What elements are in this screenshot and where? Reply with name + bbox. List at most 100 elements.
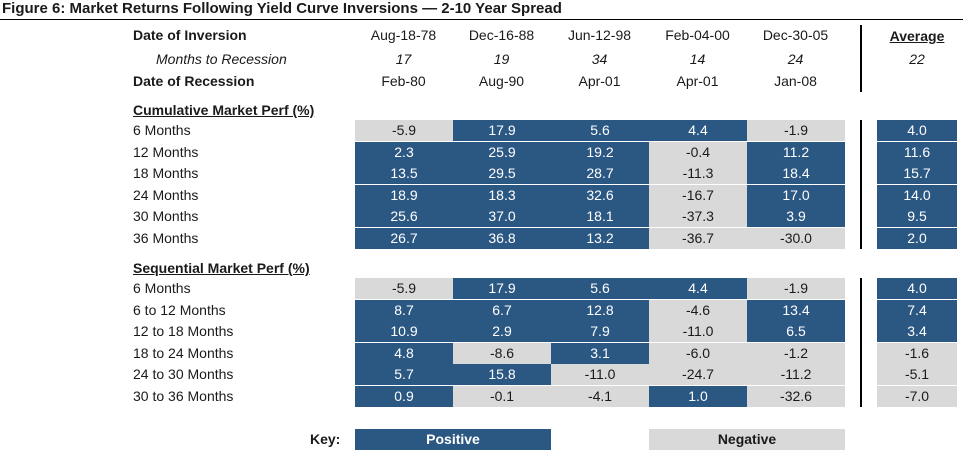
value-cell: -1.2 (747, 343, 845, 364)
value-cell: -5.9 (355, 278, 453, 299)
col-months-to-recession: 19 (493, 51, 510, 67)
value-cell: 3.9 (747, 206, 845, 227)
value-cell: -4.1 (551, 386, 649, 407)
col-inversion-date: Dec-30-05 (762, 27, 829, 43)
value-cell: 6.7 (453, 300, 551, 321)
value-cell: 4.8 (355, 343, 453, 364)
row-label: 24 to 30 Months (133, 366, 234, 382)
col-recession-date: Jan-08 (774, 73, 817, 89)
value-cell: -5.9 (355, 120, 453, 141)
value-cell: 18.9 (355, 185, 453, 206)
value-cell: 4.4 (649, 120, 747, 141)
row-label: 24 Months (133, 187, 199, 203)
value-cell: -8.6 (453, 343, 551, 364)
value-cell: 13.4 (747, 300, 845, 321)
value-cell: -1.9 (747, 120, 845, 141)
value-cell: 8.7 (355, 300, 453, 321)
row-label: 18 Months (133, 165, 199, 181)
average-cell: 4.0 (877, 278, 957, 299)
value-cell: 2.3 (355, 142, 453, 163)
average-cell: 4.0 (877, 120, 957, 141)
col-months-to-recession: 17 (395, 51, 412, 67)
value-cell: 7.9 (551, 321, 649, 342)
value-cell: 1.0 (649, 386, 747, 407)
col-months-to-recession: 14 (689, 51, 706, 67)
value-cell: 0.9 (355, 386, 453, 407)
value-cell: 13.2 (551, 228, 649, 249)
col-months-to-recession: 34 (591, 51, 608, 67)
row-label: 18 to 24 Months (133, 345, 234, 361)
value-cell: 15.8 (453, 364, 551, 385)
row-label: 30 Months (133, 208, 199, 224)
header-label-recession: Date of Recession (133, 73, 255, 89)
value-cell: 26.7 (355, 228, 453, 249)
value-cell: 18.4 (747, 163, 845, 184)
value-cell: 18.3 (453, 185, 551, 206)
value-cell: -11.0 (551, 364, 649, 385)
average-divider (860, 120, 862, 249)
average-cell: 3.4 (877, 321, 957, 342)
col-inversion-date: Dec-16-88 (468, 27, 535, 43)
value-cell: 28.7 (551, 163, 649, 184)
col-inversion-date: Jun-12-98 (567, 27, 632, 43)
key-label: Key: (310, 431, 341, 447)
average-cell: 14.0 (877, 185, 957, 206)
value-cell: 10.9 (355, 321, 453, 342)
value-cell: -11.3 (649, 163, 747, 184)
section-title-sequential: Sequential Market Perf (%) (133, 260, 310, 276)
average-cell: 7.4 (877, 300, 957, 321)
key-negative: Negative (649, 429, 845, 450)
value-cell: 17.0 (747, 185, 845, 206)
value-cell: -6.0 (649, 343, 747, 364)
key-positive: Positive (355, 429, 551, 450)
col-recession-date: Apr-01 (578, 73, 621, 89)
row-label: 12 Months (133, 144, 199, 160)
header-label-months: Months to Recession (156, 51, 287, 67)
col-months-to-recession: 24 (787, 51, 804, 67)
col-inversion-date: Aug-18-78 (370, 27, 437, 43)
average-months: 22 (909, 51, 925, 67)
row-label: 12 to 18 Months (133, 323, 234, 339)
section-title-cumulative: Cumulative Market Perf (%) (133, 102, 315, 118)
value-cell: 17.9 (453, 120, 551, 141)
value-cell: -11.2 (747, 364, 845, 385)
value-cell: 25.6 (355, 206, 453, 227)
value-cell: -37.3 (649, 206, 747, 227)
value-cell: -0.1 (453, 386, 551, 407)
col-recession-date: Feb-80 (381, 73, 426, 89)
value-cell: 5.7 (355, 364, 453, 385)
average-cell: 11.6 (877, 142, 957, 163)
value-cell: 25.9 (453, 142, 551, 163)
value-cell: 5.6 (551, 120, 649, 141)
average-cell: -5.1 (877, 364, 957, 385)
value-cell: 37.0 (453, 206, 551, 227)
value-cell: 2.9 (453, 321, 551, 342)
row-label: 6 Months (133, 280, 191, 296)
average-cell: 2.0 (877, 228, 957, 249)
value-cell: 3.1 (551, 343, 649, 364)
average-cell: -7.0 (877, 386, 957, 407)
value-cell: 5.6 (551, 278, 649, 299)
value-cell: -0.4 (649, 142, 747, 163)
row-label: 30 to 36 Months (133, 388, 234, 404)
value-cell: -32.6 (747, 386, 845, 407)
average-header: Average (889, 28, 945, 44)
row-label: 6 to 12 Months (133, 302, 226, 318)
value-cell: -30.0 (747, 228, 845, 249)
col-inversion-date: Feb-04-00 (665, 27, 730, 43)
value-cell: -4.6 (649, 300, 747, 321)
value-cell: 17.9 (453, 278, 551, 299)
row-label: 6 Months (133, 122, 191, 138)
value-cell: 36.8 (453, 228, 551, 249)
col-recession-date: Aug-90 (478, 73, 525, 89)
value-cell: 18.1 (551, 206, 649, 227)
value-cell: 19.2 (551, 142, 649, 163)
header-label-inversion: Date of Inversion (133, 27, 247, 43)
value-cell: -11.0 (649, 321, 747, 342)
average-cell: 9.5 (877, 206, 957, 227)
average-divider (860, 25, 862, 92)
value-cell: 11.2 (747, 142, 845, 163)
value-cell: -1.9 (747, 278, 845, 299)
average-divider (860, 278, 862, 407)
value-cell: -24.7 (649, 364, 747, 385)
